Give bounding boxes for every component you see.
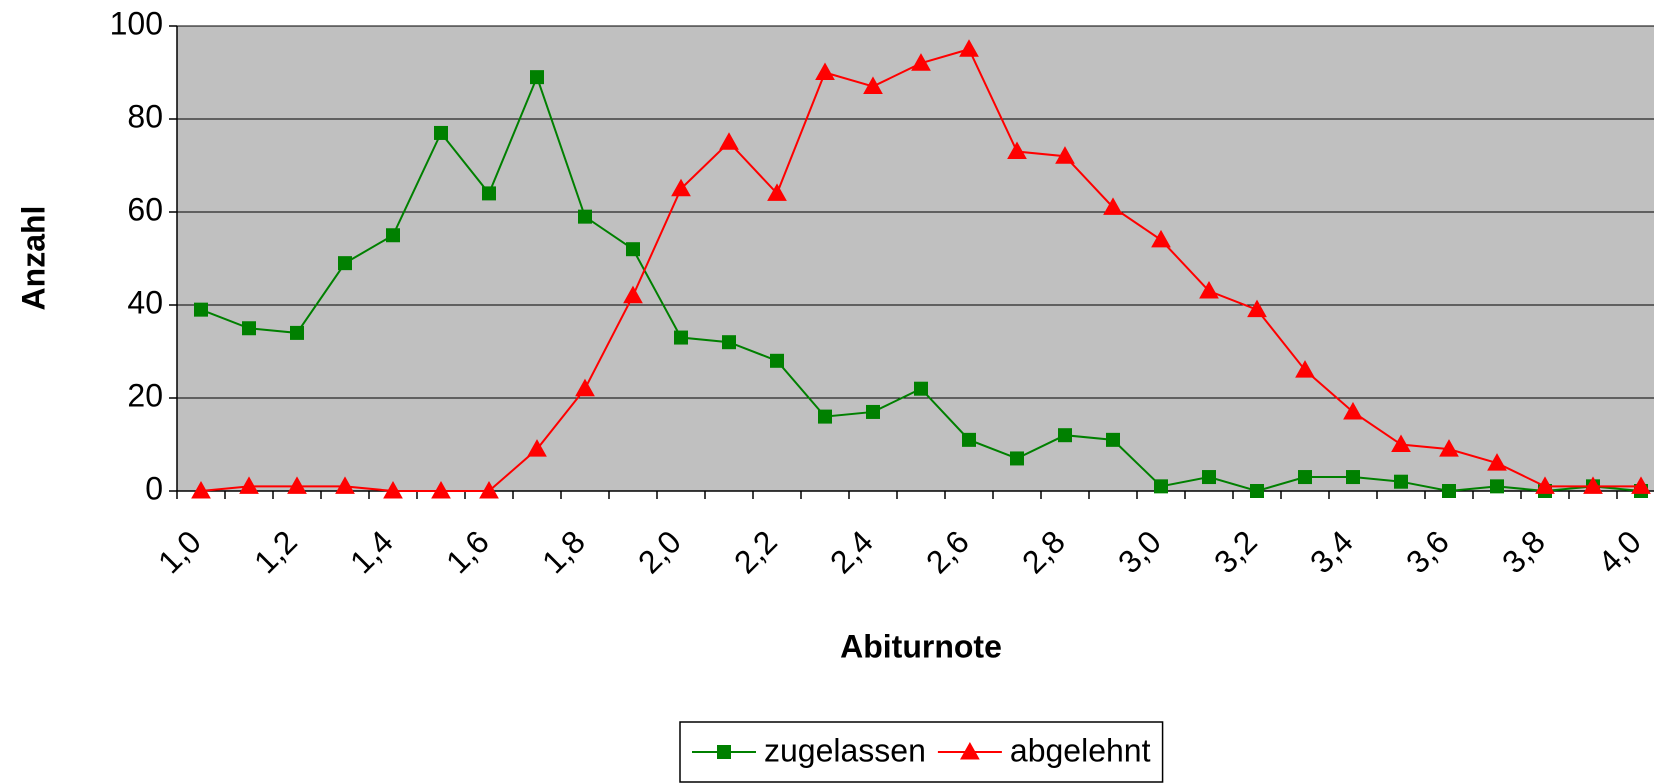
data-point [863, 76, 883, 94]
data-point [1247, 299, 1267, 318]
x-tick-label: 3,6 [1399, 523, 1456, 580]
x-tick-label: 3,8 [1495, 523, 1552, 580]
x-tick-label: 1,4 [343, 523, 400, 580]
x-tick-label: 1,2 [247, 523, 304, 580]
x-tick-label: 4,0 [1591, 523, 1648, 580]
data-point [287, 476, 307, 494]
data-point [1298, 470, 1312, 485]
data-point [1202, 470, 1216, 485]
data-point [722, 335, 736, 350]
data-point [1394, 474, 1408, 489]
data-point [386, 228, 400, 243]
data-point [1103, 197, 1123, 215]
data-point [578, 209, 592, 224]
data-point [1151, 229, 1171, 248]
data-point [191, 480, 211, 499]
data-point [1106, 432, 1120, 447]
x-tick-label: 3,2 [1207, 523, 1264, 580]
y-tick-label: 20 [127, 377, 163, 413]
data-point [1490, 479, 1504, 494]
data-point [1154, 479, 1168, 494]
legend-label: abgelehnt [1010, 732, 1151, 768]
data-point [866, 404, 880, 419]
data-point [1058, 428, 1072, 443]
legend-box [679, 721, 1164, 783]
data-point [911, 53, 931, 71]
x-axis-title: Abiturnote [840, 628, 1002, 664]
data-point [1055, 146, 1075, 164]
legend-marker [960, 741, 980, 760]
data-point [335, 476, 355, 494]
data-point [530, 70, 544, 85]
legend-marker [717, 745, 731, 759]
data-point [674, 330, 688, 345]
data-point [914, 381, 928, 396]
x-tick-label: 1,8 [535, 523, 592, 580]
x-tick-label: 2,4 [823, 523, 880, 580]
y-tick-label: 0 [145, 470, 163, 506]
data-point [818, 409, 832, 424]
data-point [575, 378, 595, 397]
x-tick-label: 3,4 [1303, 523, 1360, 580]
x-tick-label: 2,8 [1015, 523, 1072, 580]
data-point [1343, 401, 1363, 420]
data-point [1583, 476, 1603, 494]
x-tick-label: 2,2 [727, 523, 784, 580]
data-point [626, 242, 640, 257]
x-tick-label: 2,6 [919, 523, 976, 580]
data-point [383, 480, 403, 499]
data-point [770, 353, 784, 368]
data-point [1631, 476, 1651, 494]
data-point [767, 183, 787, 201]
legend-label: zugelassen [764, 732, 926, 768]
plot-area [177, 26, 1654, 491]
data-point [242, 321, 256, 336]
data-point [434, 125, 448, 140]
data-point [239, 476, 259, 494]
data-point [338, 256, 352, 271]
data-point [1295, 360, 1315, 378]
data-point [623, 285, 643, 304]
y-tick-label: 80 [127, 98, 163, 134]
y-tick-label: 100 [110, 5, 163, 41]
x-tick-label: 3,0 [1111, 523, 1168, 580]
data-point [479, 480, 499, 499]
data-point [431, 480, 451, 499]
data-point [1010, 451, 1024, 466]
y-tick-label: 60 [127, 191, 163, 227]
data-point [1391, 434, 1411, 452]
x-tick-label: 2,0 [631, 523, 688, 580]
data-point [290, 325, 304, 340]
data-point [1439, 439, 1459, 457]
data-point [959, 39, 979, 57]
data-point [815, 62, 835, 80]
data-point [194, 302, 208, 317]
x-tick-label: 1,6 [439, 523, 496, 580]
legend: zugelassen abgelehnt [679, 721, 1164, 783]
data-point [1007, 141, 1027, 160]
data-point [719, 132, 739, 150]
data-point [527, 439, 547, 457]
data-point [1535, 476, 1555, 494]
y-axis-title: Anzahl [15, 206, 51, 311]
y-tick-label: 40 [127, 284, 163, 320]
data-point [1442, 484, 1456, 498]
data-point [1250, 484, 1264, 498]
data-point [1487, 453, 1507, 471]
x-tick-label: 1,0 [151, 523, 208, 580]
data-point [1199, 281, 1219, 299]
data-point [962, 432, 976, 447]
data-point [1346, 470, 1360, 485]
data-point [482, 186, 496, 201]
data-point [671, 178, 691, 197]
